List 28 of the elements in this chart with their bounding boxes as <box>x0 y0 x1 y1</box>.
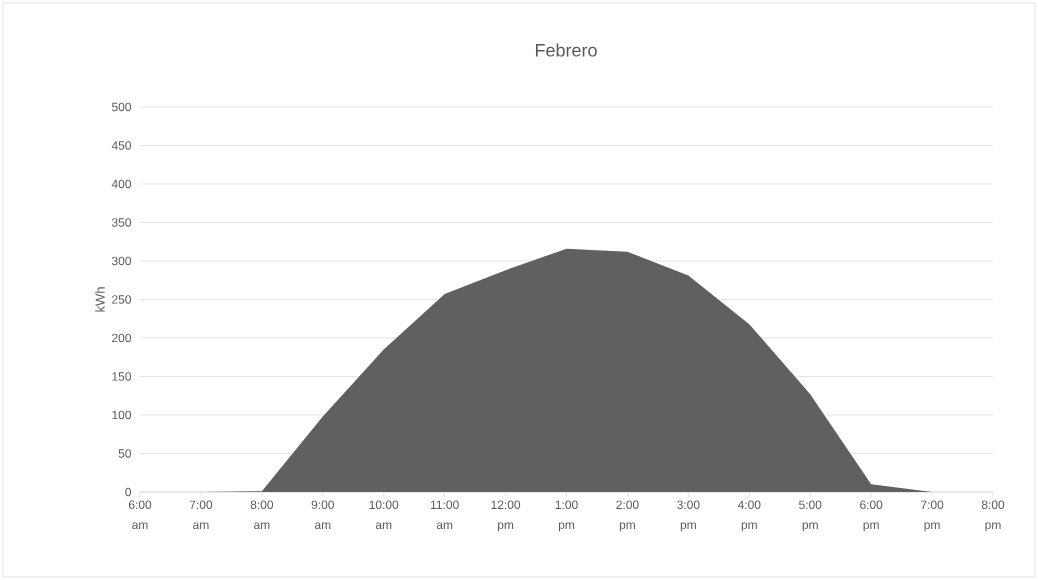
y-tick-label: 250 <box>112 295 132 304</box>
x-tick-label: 10:00 am <box>369 500 399 530</box>
x-tick-label: 4:00 pm <box>737 500 761 532</box>
x-tick-label: 12:00 pm <box>491 500 521 532</box>
y-tick-label: 50 <box>118 449 132 458</box>
x-tick-label: 1:00 pm <box>555 500 578 532</box>
y-tick-label: 100 <box>112 410 132 420</box>
x-tick-label: 7:00 pm <box>921 500 944 532</box>
y-tick-label: 450 <box>111 141 132 150</box>
x-tick-label: 3:00 pm <box>677 500 700 532</box>
x-tick-label: 2:00 pm <box>616 500 639 532</box>
x-tick-label: 8:00 am <box>250 500 274 530</box>
y-tick-label: 150 <box>112 372 132 381</box>
x-tick-label: 8:00 pm <box>981 500 1005 532</box>
x-tick-label: 7:00 am <box>189 500 213 530</box>
y-axis-title: kWh <box>95 287 105 312</box>
y-tick-label: 300 <box>111 256 132 266</box>
x-tick-label: 6:00 pm <box>860 500 883 532</box>
y-tick-label: 500 <box>111 102 132 112</box>
x-tick-label: 9:00 am <box>311 500 334 530</box>
y-tick-label: 200 <box>112 333 132 343</box>
x-tick-label: 6:00 am <box>128 500 152 530</box>
y-tick-label: 0 <box>125 487 132 497</box>
y-tick-label: 400 <box>111 179 132 189</box>
y-tick-label: 350 <box>111 218 132 227</box>
chart-title: Febrero <box>535 43 597 57</box>
x-tick-label: 5:00 pm <box>799 500 822 532</box>
x-tick-label: 11:00 am <box>431 500 459 530</box>
